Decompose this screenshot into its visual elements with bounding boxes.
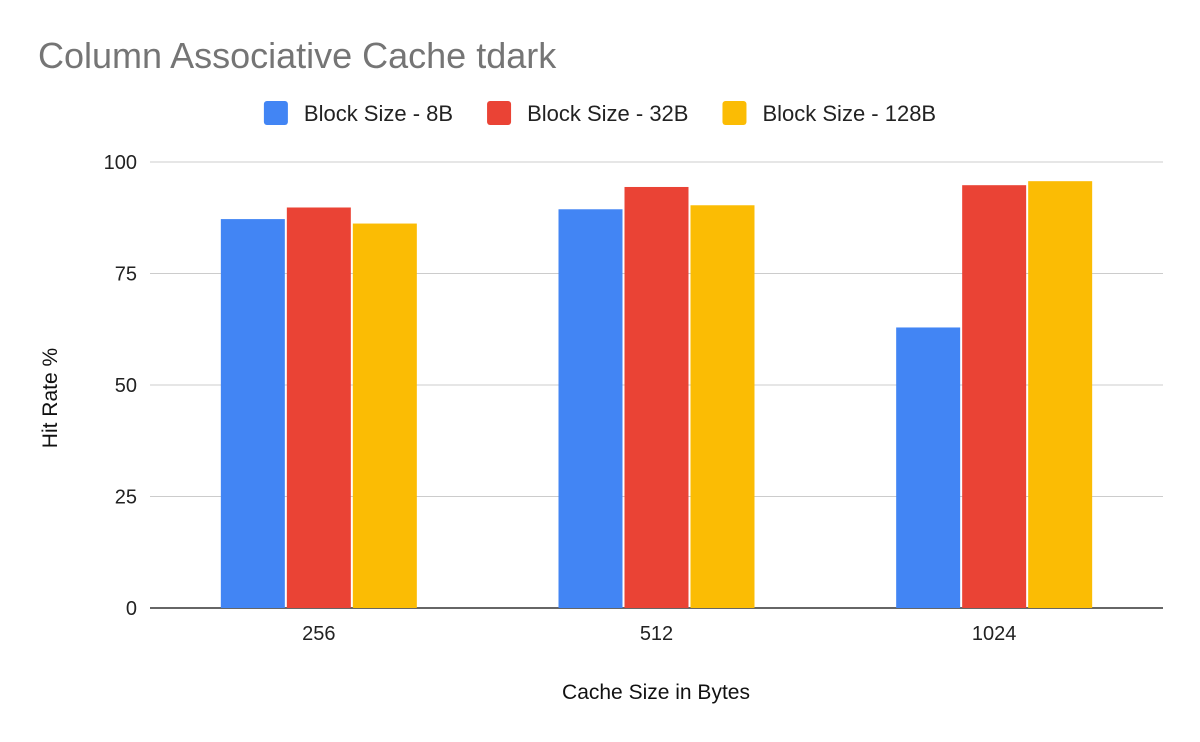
legend-label: Block Size - 8B: [304, 101, 453, 126]
legend-swatch: [487, 101, 512, 125]
bar-256-series-0: [220, 219, 285, 608]
x-axis-title: Cache Size in Bytes: [562, 681, 750, 704]
bar-512-series-1: [624, 186, 689, 608]
bar-1024-series-0: [896, 327, 961, 608]
bars: [220, 181, 1093, 609]
bar-512-series-2: [690, 205, 755, 608]
legend-swatch: [263, 101, 288, 125]
y-tick-label: 50: [115, 375, 137, 397]
legend-item-2: Block Size - 128B: [722, 101, 936, 126]
x-tick-label: 1024: [972, 623, 1017, 645]
y-axis-title: Hit Rate %: [39, 348, 62, 448]
y-tick-label: 75: [115, 264, 137, 286]
bar-1024-series-1: [962, 185, 1027, 608]
x-tick-label: 512: [640, 623, 673, 645]
legend-label: Block Size - 32B: [527, 101, 688, 126]
x-tick-label: 256: [302, 623, 335, 645]
y-tick-label: 25: [115, 487, 137, 509]
legend: Block Size - 8B Block Size - 32B Block Siz…: [263, 101, 936, 126]
bar-256-series-2: [352, 223, 417, 608]
bar-256-series-1: [286, 207, 351, 608]
bar-1024-series-2: [1028, 181, 1093, 609]
y-tick-label: 0: [126, 598, 137, 620]
legend-label: Block Size - 128B: [762, 101, 936, 126]
chart-title: Column Associative Cache tdark: [38, 35, 557, 76]
y-tick-label: 100: [104, 152, 137, 174]
legend-item-1: Block Size - 32B: [487, 101, 688, 126]
legend-swatch: [722, 101, 747, 125]
y-axis-ticks: 0 25 50 75 100: [104, 152, 137, 620]
x-axis-ticks: 256 512 1024: [302, 623, 1016, 645]
legend-item-0: Block Size - 8B: [263, 101, 453, 126]
bar-512-series-0: [558, 209, 623, 608]
